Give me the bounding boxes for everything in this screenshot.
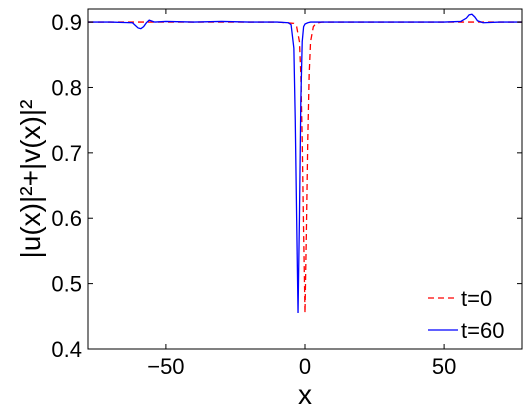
y-tick-label: 0.5 [51,272,82,297]
legend-label: t=0 [461,286,492,311]
legend: t=0 t=60 [428,286,504,343]
series-line-t=60 [88,13,522,314]
y-tick-label: 0.6 [51,206,82,231]
y-tick-label: 0.9 [51,10,82,35]
x-tick-label: 0 [299,354,311,379]
series-line-t=0 [88,21,522,314]
y-tick-label: 0.7 [51,141,82,166]
series-layer [88,13,522,314]
x-tick-label: −50 [147,354,184,379]
x-tick-label: 50 [432,354,456,379]
ticks-layer: −50 0 50 0.4 0.5 0.6 0.7 0.8 0.9 [51,9,522,379]
y-tick-label: 0.4 [51,337,82,362]
legend-label: t=60 [461,318,504,343]
x-axis-label: x [298,379,312,410]
y-tick-label: 0.8 [51,75,82,100]
y-axis-label: |u(x)|²+|v(x)|² [15,100,46,259]
